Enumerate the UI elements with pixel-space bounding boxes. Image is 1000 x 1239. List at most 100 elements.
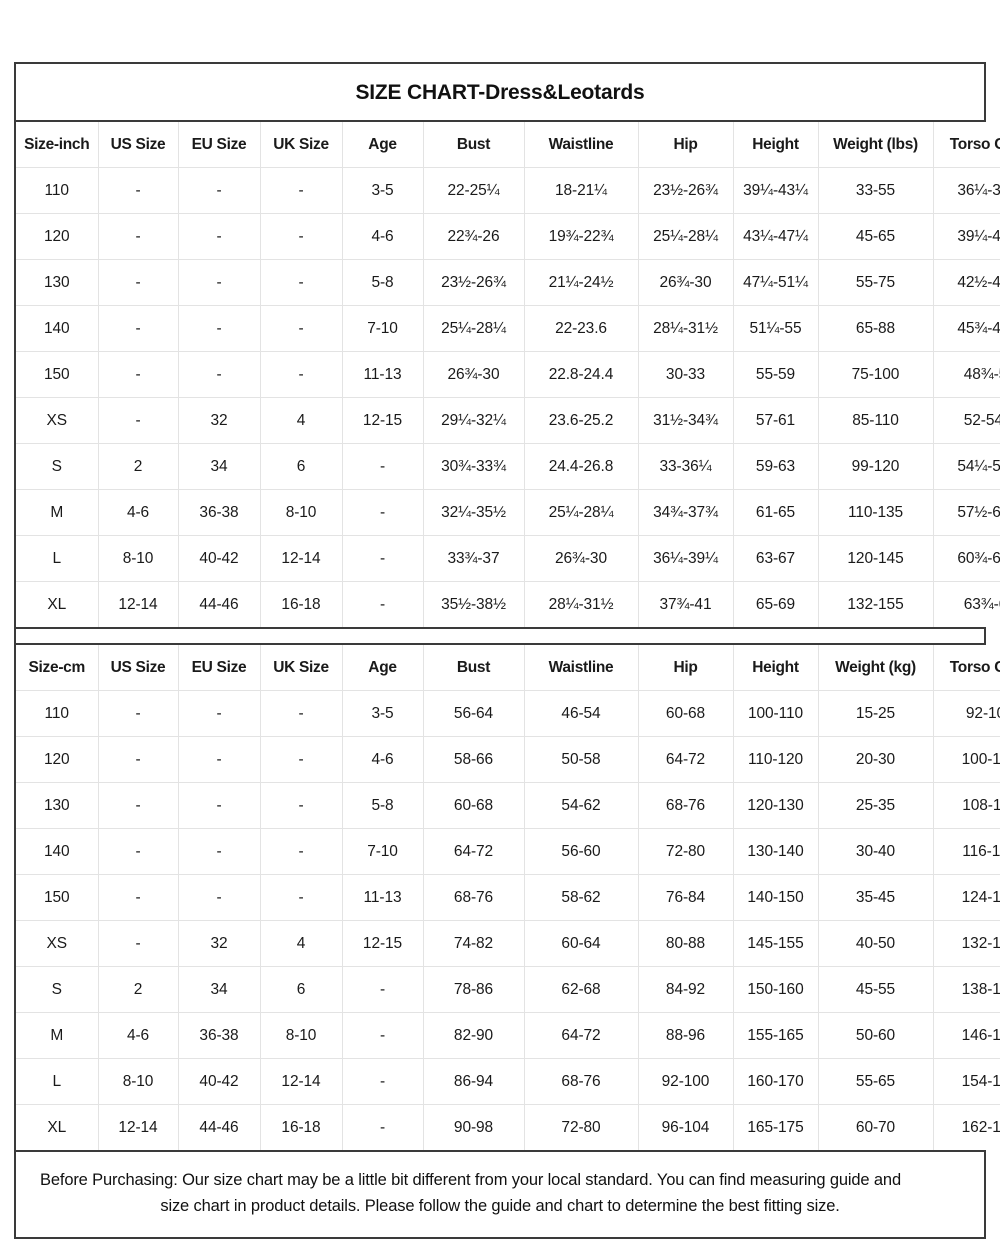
cell-torso: 48¾-52 <box>932 351 1000 398</box>
cell-eu: - <box>177 351 261 398</box>
column-header-waistline: Waistline <box>523 645 639 691</box>
cell-weight: 15-25 <box>817 690 934 737</box>
column-header-hip: Hip <box>637 122 734 168</box>
table-row: L 8-10 40-42 12-14 - 33¾-37 26¾-30 36¼-3… <box>16 535 1000 582</box>
page-title: SIZE CHART-Dress&Leotards <box>16 64 984 122</box>
cell-weight: 75-100 <box>817 351 934 398</box>
cell-size: XS <box>16 920 99 967</box>
cell-eu: 44-46 <box>177 1104 261 1150</box>
cell-hip: 92-100 <box>637 1058 734 1105</box>
cell-age: - <box>341 535 424 582</box>
cell-us: - <box>97 690 179 737</box>
cell-bust: 58-66 <box>422 736 525 783</box>
column-header-age: Age <box>341 645 424 691</box>
cell-us: 4-6 <box>97 1012 179 1059</box>
cell-waistline: 56-60 <box>523 828 639 875</box>
cell-torso: 124-132 <box>932 874 1000 921</box>
cell-age: 5-8 <box>341 259 424 306</box>
cell-us: - <box>97 920 179 967</box>
cell-us: 12-14 <box>97 581 179 627</box>
cell-weight: 110-135 <box>817 489 934 536</box>
cell-waistline: 54-62 <box>523 782 639 829</box>
cell-waistline: 58-62 <box>523 874 639 921</box>
cell-height: 55-59 <box>732 351 819 398</box>
cell-hip: 84-92 <box>637 966 734 1013</box>
size-chart-page: SIZE CHART-Dress&Leotards Size-inch US S… <box>14 62 1000 1239</box>
cell-bust: 22¾-26 <box>422 213 525 260</box>
cell-eu: - <box>177 305 261 352</box>
cell-hip: 76-84 <box>637 874 734 921</box>
column-header-weight-lbs: Weight (lbs) <box>817 122 934 168</box>
cell-bust: 82-90 <box>422 1012 525 1059</box>
cell-uk: 12-14 <box>259 535 343 582</box>
cell-bust: 32¼-35½ <box>422 489 525 536</box>
cell-height: 57-61 <box>732 397 819 444</box>
column-header-height: Height <box>732 645 819 691</box>
cell-eu: 40-42 <box>177 1058 261 1105</box>
cell-weight: 33-55 <box>817 167 934 214</box>
cell-age: 12-15 <box>341 397 424 444</box>
table-row: XS - 32 4 12-15 74-82 60-64 80-88 145-15… <box>16 920 1000 967</box>
cell-torso: 60¾-63¾ <box>932 535 1000 582</box>
cell-waistline: 18-21¼ <box>523 167 639 214</box>
column-header-waistline: Waistline <box>523 122 639 168</box>
table-row: XL 12-14 44-46 16-18 - 35½-38½ 28¼-31½ 3… <box>16 581 1000 627</box>
cell-age: 11-13 <box>341 351 424 398</box>
cell-size: 110 <box>16 167 99 214</box>
cell-age: 11-13 <box>341 874 424 921</box>
column-header-size-inch: Size-inch <box>16 122 99 168</box>
cell-weight: 45-65 <box>817 213 934 260</box>
cell-eu: 34 <box>177 443 261 490</box>
cell-height: 47¼-51¼ <box>732 259 819 306</box>
cell-weight: 55-65 <box>817 1058 934 1105</box>
cell-waistline: 46-54 <box>523 690 639 737</box>
cell-age: 12-15 <box>341 920 424 967</box>
cell-height: 145-155 <box>732 920 819 967</box>
table-row: 110 - - - 3-5 56-64 46-54 60-68 100-110 … <box>16 690 1000 737</box>
cell-uk: - <box>259 213 343 260</box>
cell-waistline: 28¼-31½ <box>523 581 639 627</box>
cell-age: 3-5 <box>341 167 424 214</box>
cell-us: - <box>97 305 179 352</box>
cell-bust: 25¼-28¼ <box>422 305 525 352</box>
column-header-uk-size: UK Size <box>259 122 343 168</box>
column-header-eu-size: EU Size <box>177 122 261 168</box>
cell-waistline: 50-58 <box>523 736 639 783</box>
cell-height: 61-65 <box>732 489 819 536</box>
cell-size: 130 <box>16 259 99 306</box>
cell-torso: 100-108 <box>932 736 1000 783</box>
cell-uk: - <box>259 828 343 875</box>
cell-us: - <box>97 397 179 444</box>
cell-uk: 8-10 <box>259 489 343 536</box>
cell-age: - <box>341 1104 424 1150</box>
cell-bust: 35½-38½ <box>422 581 525 627</box>
table-row: 150 - - - 11-13 26¾-30 22.8-24.4 30-33 5… <box>16 351 1000 398</box>
cell-eu: 44-46 <box>177 581 261 627</box>
cell-uk: 16-18 <box>259 581 343 627</box>
cell-weight: 50-60 <box>817 1012 934 1059</box>
cell-size: XL <box>16 1104 99 1150</box>
cell-eu: 32 <box>177 920 261 967</box>
cell-height: 43¼-47¼ <box>732 213 819 260</box>
cell-weight: 25-35 <box>817 782 934 829</box>
cell-uk: 16-18 <box>259 1104 343 1150</box>
cell-age: 4-6 <box>341 736 424 783</box>
cell-age: - <box>341 1012 424 1059</box>
cell-torso: 57½-60¾ <box>932 489 1000 536</box>
cell-hip: 96-104 <box>637 1104 734 1150</box>
table-row: 120 - - - 4-6 22¾-26 19¾-22¾ 25¼-28¼ 43¼… <box>16 213 1000 260</box>
column-header-size-cm: Size-cm <box>16 645 99 691</box>
cell-age: - <box>341 581 424 627</box>
cell-size: S <box>16 966 99 1013</box>
cell-size: 140 <box>16 828 99 875</box>
size-table-inch: Size-inch US Size EU Size UK Size Age Bu… <box>16 122 1000 627</box>
cell-eu: - <box>177 736 261 783</box>
cell-us: - <box>97 874 179 921</box>
cell-uk: - <box>259 167 343 214</box>
cell-age: 5-8 <box>341 782 424 829</box>
cell-waistline: 19¾-22¾ <box>523 213 639 260</box>
size-table-cm: Size-cm US Size EU Size UK Size Age Bust… <box>16 645 1000 1150</box>
column-header-us-size: US Size <box>97 122 179 168</box>
cell-age: 3-5 <box>341 690 424 737</box>
cell-us: 2 <box>97 966 179 1013</box>
